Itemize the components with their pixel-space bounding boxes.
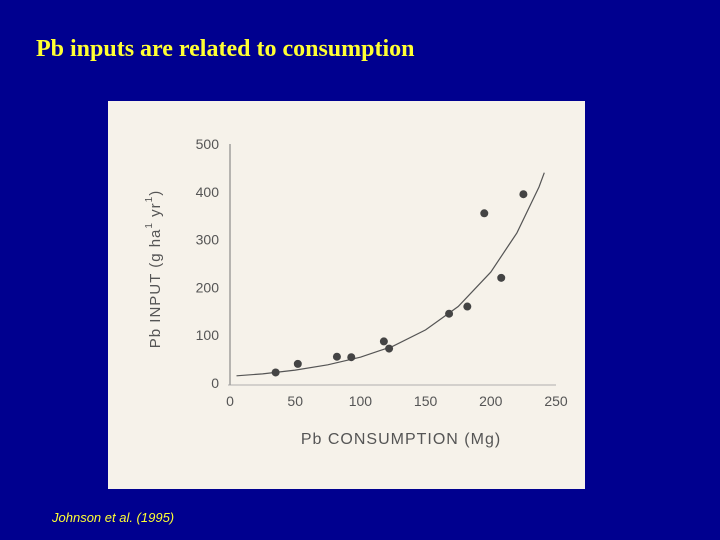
data-point	[293, 359, 302, 368]
data-point	[271, 368, 280, 377]
y-tick-label: 500	[196, 136, 220, 152]
data-point	[480, 209, 489, 218]
y-axis-label-sup1: 1	[144, 222, 155, 229]
data-point	[519, 190, 528, 199]
data-point	[463, 302, 472, 311]
data-point	[332, 352, 341, 361]
fit-curve	[236, 172, 545, 377]
y-axis-label-end: )	[147, 190, 164, 196]
y-tick-label: 400	[196, 184, 220, 200]
figure-panel: 0 100 200 300 400 500 0 50 100 150 200 250 Pb CONS…	[108, 101, 585, 489]
data-point	[385, 344, 394, 353]
y-axis-label-mid: yr	[147, 202, 164, 222]
x-axis-label: Pb CONSUMPTION (Mg)	[301, 431, 501, 448]
data-point	[379, 337, 388, 346]
chart-axes	[228, 144, 556, 386]
y-tick-label: 200	[196, 279, 220, 295]
x-tick-label: 100	[349, 393, 373, 409]
y-axis-label: Pb INPUT (g ha1 yr1)	[144, 190, 164, 348]
x-tick-label: 250	[544, 393, 568, 409]
x-tick-label: 0	[226, 393, 234, 409]
data-point	[497, 273, 506, 282]
y-tick-label: 0	[211, 375, 219, 391]
x-tick-label: 150	[414, 393, 438, 409]
x-tick-label: 200	[479, 393, 503, 409]
data-points	[271, 190, 528, 377]
data-point	[347, 353, 356, 362]
slide-title: Pb inputs are related to consumption	[36, 36, 415, 62]
citation: Johnson et al. (1995)	[52, 510, 175, 525]
y-tick-label: 300	[196, 232, 220, 248]
y-axis-label-main: Pb INPUT (g ha	[147, 229, 164, 349]
y-axis-label-sup2: 1	[144, 196, 155, 203]
y-tick-label: 100	[196, 327, 220, 343]
scatter-chart: 0 100 200 300 400 500 0 50 100 150 200 250 Pb CONS…	[144, 136, 568, 448]
data-point	[445, 309, 454, 318]
x-tick-labels: 0 50 100 150 200 250	[226, 393, 568, 409]
y-tick-labels: 0 100 200 300 400 500	[196, 136, 220, 391]
x-tick-label: 50	[287, 393, 303, 409]
